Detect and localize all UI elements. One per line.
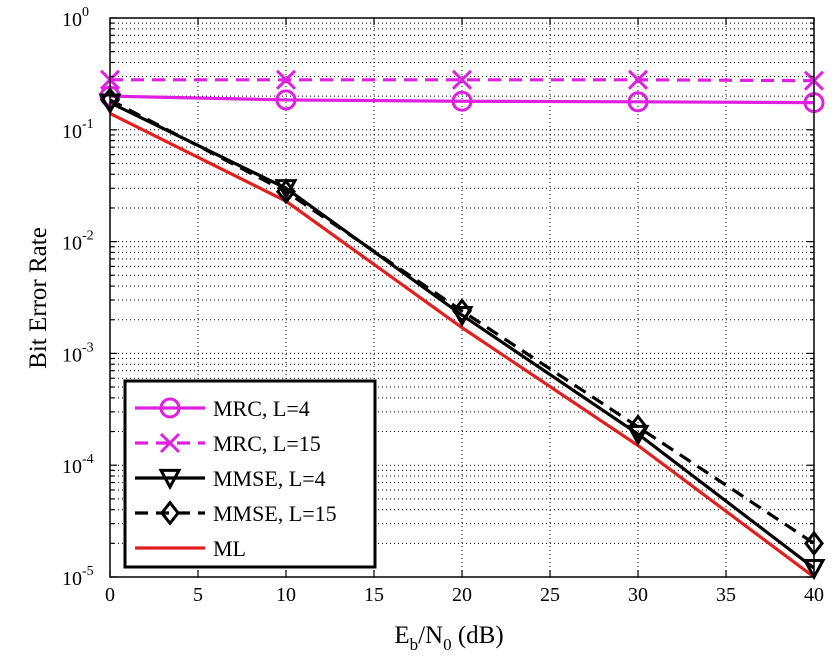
x-tick-label: 0 (105, 584, 115, 606)
legend-entry-mrc-l-15: MRC, L=15 (135, 431, 321, 456)
legend-entry-mrc-l-4: MRC, L=4 (135, 396, 310, 421)
y-axis-title: Bit Error Rate (25, 227, 52, 369)
x-tick-label: 20 (452, 584, 472, 606)
legend-box (123, 379, 377, 569)
data-point-mrc-l-4 (451, 90, 473, 112)
x-tick-label: 30 (628, 584, 648, 606)
x-axis-title: Eb/N0 (dB) (394, 622, 503, 654)
y-tick-label: 10-1 (62, 117, 94, 143)
x-tick-label: 10 (276, 584, 296, 606)
legend-label: MRC, L=15 (213, 431, 321, 456)
data-point-mmse-l-15 (275, 178, 297, 205)
legend: MRC, L=4 MRC, L=15 MMSE, L=4 MMSE, L=15 ML (123, 379, 377, 569)
series-line-mrc-l-4 (110, 94, 814, 105)
x-tick-label: 40 (804, 584, 824, 606)
series-line-mrc-l-15 (110, 78, 814, 83)
legend-marker (159, 397, 181, 419)
data-point-mrc-l-4 (627, 91, 649, 113)
x-tick-labels: 0 5 10 15 20 25 30 35 40 (105, 584, 824, 606)
x-tick-label: 5 (193, 584, 203, 606)
legend-entry-ml: ML (135, 536, 246, 561)
y-tick-label: 10-3 (62, 340, 94, 366)
legend-label: MMSE, L=4 (213, 466, 326, 491)
data-point-mrc-l-15 (451, 69, 473, 90)
y-tick-label: 10-5 (62, 564, 94, 590)
series-layer (110, 78, 814, 577)
legend-marker (159, 432, 181, 454)
legend-entry-mmse-l-15: MMSE, L=15 (135, 500, 337, 526)
y-tick-label: 100 (62, 5, 89, 31)
y-tick-label: 10-2 (62, 229, 94, 255)
y-tick-label: 10-4 (62, 452, 94, 478)
x-tick-label: 35 (716, 584, 736, 606)
data-point-mrc-l-4 (275, 89, 297, 111)
legend-label: MRC, L=4 (213, 396, 310, 421)
series-line-ml (110, 112, 814, 577)
legend-marker (159, 500, 181, 526)
legend-label: MMSE, L=15 (213, 501, 337, 526)
legend-marker (158, 468, 182, 491)
data-point-mrc-l-15 (275, 69, 297, 90)
x-tick-label: 15 (364, 584, 384, 606)
series-line-mmse-l-15 (110, 98, 814, 545)
legend-label: ML (213, 536, 246, 561)
data-point-mrc-l-15 (627, 69, 649, 90)
y-tick-labels: 100 10-1 10-2 10-3 10-4 10-5 (62, 5, 94, 590)
x-tick-label: 25 (540, 584, 560, 606)
data-point-mmse-l-15 (451, 298, 473, 324)
data-point-mmse-l-4 (626, 424, 650, 447)
axis-ticks (109, 17, 815, 578)
data-point-mmse-l-15 (627, 414, 649, 440)
legend-entry-mmse-l-4: MMSE, L=4 (135, 466, 326, 491)
